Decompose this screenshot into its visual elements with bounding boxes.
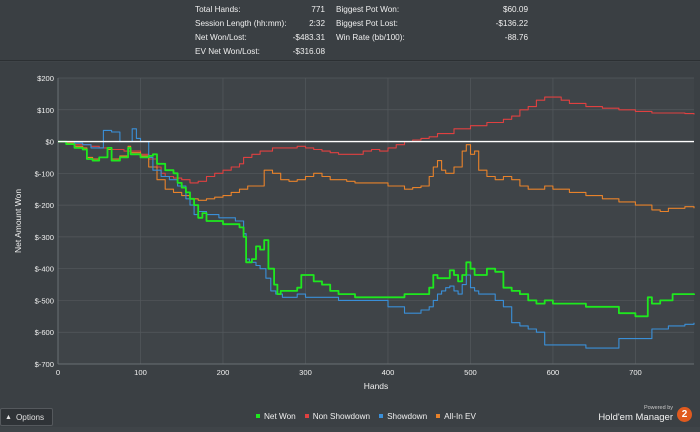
options-label: Options bbox=[15, 412, 45, 422]
legend-swatch-icon bbox=[256, 414, 260, 418]
y-tick-label: $-700 bbox=[35, 360, 54, 369]
legend-label: Non Showdown bbox=[312, 411, 371, 421]
biggest-pot-lost-label: Biggest Pot Lost: bbox=[336, 19, 398, 28]
x-axis-label: Hands bbox=[364, 381, 389, 391]
net-won-chart: $200 $100 $0 $-100 $-200 $-300 $-400 $-500 $-600… bbox=[13, 74, 695, 391]
session-stats-panel: Total Hands: 771 Session Length (hh:mm):… bbox=[0, 0, 700, 61]
session-length-value: 2:32 bbox=[309, 19, 325, 28]
y-tick-label: $100 bbox=[37, 106, 54, 115]
biggest-pot-won-label: Biggest Pot Won: bbox=[336, 5, 400, 14]
y-tick-label: $0 bbox=[46, 138, 54, 147]
biggest-pot-lost-value: -$136.22 bbox=[495, 19, 528, 28]
legend-label: Showdown bbox=[387, 411, 428, 421]
y-tick-label: $200 bbox=[37, 74, 54, 83]
biggest-pot-won-value: $60.09 bbox=[502, 5, 528, 14]
series-lines bbox=[58, 96, 695, 349]
x-tick-label: 100 bbox=[134, 368, 147, 377]
x-tick-label: 400 bbox=[382, 368, 395, 377]
y-tick-label: $-200 bbox=[35, 201, 54, 210]
total-hands-label: Total Hands: bbox=[195, 5, 241, 14]
x-tick-label: 700 bbox=[629, 368, 642, 377]
brand-area: Powered by Hold'em Manager 2 bbox=[598, 403, 692, 425]
legend-entry-all-in-ev[interactable]: All-In EV bbox=[436, 412, 476, 421]
holdem-manager-logo-icon: 2 bbox=[677, 406, 692, 422]
y-tick-label: $-600 bbox=[35, 328, 54, 337]
legend-swatch-icon bbox=[436, 414, 441, 418]
net-won-label: Net Won/Lost: bbox=[195, 33, 247, 42]
legend-entry-non-showdown[interactable]: Non Showdown bbox=[304, 411, 371, 421]
legend-label: All-In EV bbox=[444, 411, 476, 421]
win-rate-value: -88.76 bbox=[504, 33, 528, 42]
series-line-net-won bbox=[58, 140, 695, 318]
legend-swatch-icon bbox=[379, 414, 384, 418]
legend-swatch-icon bbox=[304, 414, 309, 418]
brand-name: Hold'em Manager bbox=[598, 412, 673, 423]
plot-area bbox=[58, 78, 694, 364]
legend-entry-net-won[interactable]: Net Won bbox=[256, 412, 296, 421]
series-line-all-in-ev bbox=[58, 141, 695, 213]
x-tick-label: 200 bbox=[217, 368, 230, 377]
graph-panel: $200 $100 $0 $-100 $-200 $-300 $-400 $-500 $-600… bbox=[0, 62, 700, 427]
ev-net-won-value: -$316.08 bbox=[292, 47, 325, 56]
y-tick-label: $-400 bbox=[35, 265, 54, 274]
total-hands-value: 771 bbox=[311, 5, 325, 14]
legend-entry-showdown[interactable]: Showdown bbox=[379, 412, 427, 421]
x-tick-label: 600 bbox=[547, 368, 560, 377]
session-length-label: Session Length (hh:mm): bbox=[195, 19, 287, 28]
legend-label: Net Won bbox=[264, 411, 296, 421]
x-tick-label: 300 bbox=[299, 368, 312, 377]
axes: $200 $100 $0 $-100 $-200 $-300 $-400 $-500 $-600… bbox=[35, 74, 694, 377]
caret-up-icon: ▲ bbox=[5, 413, 12, 421]
net-won-value: -$483.31 bbox=[292, 33, 325, 42]
ev-net-won-label: EV Net Won/Lost: bbox=[195, 47, 260, 56]
y-tick-label: $-500 bbox=[35, 296, 54, 305]
y-axis-label: Net Amount Won bbox=[13, 189, 23, 253]
powered-by-text: Powered by bbox=[643, 405, 673, 411]
win-rate-label: Win Rate (bb/100): bbox=[336, 33, 405, 42]
x-tick-label: 0 bbox=[56, 368, 60, 377]
y-tick-label: $-300 bbox=[35, 233, 54, 242]
y-tick-label: $-100 bbox=[35, 169, 54, 178]
options-button[interactable]: ▲ Options bbox=[0, 408, 53, 426]
chart-legend: Net Won Non Showdown Showdown All-In EV bbox=[256, 410, 485, 422]
x-tick-label: 500 bbox=[464, 368, 477, 377]
series-line-showdown bbox=[58, 128, 695, 349]
